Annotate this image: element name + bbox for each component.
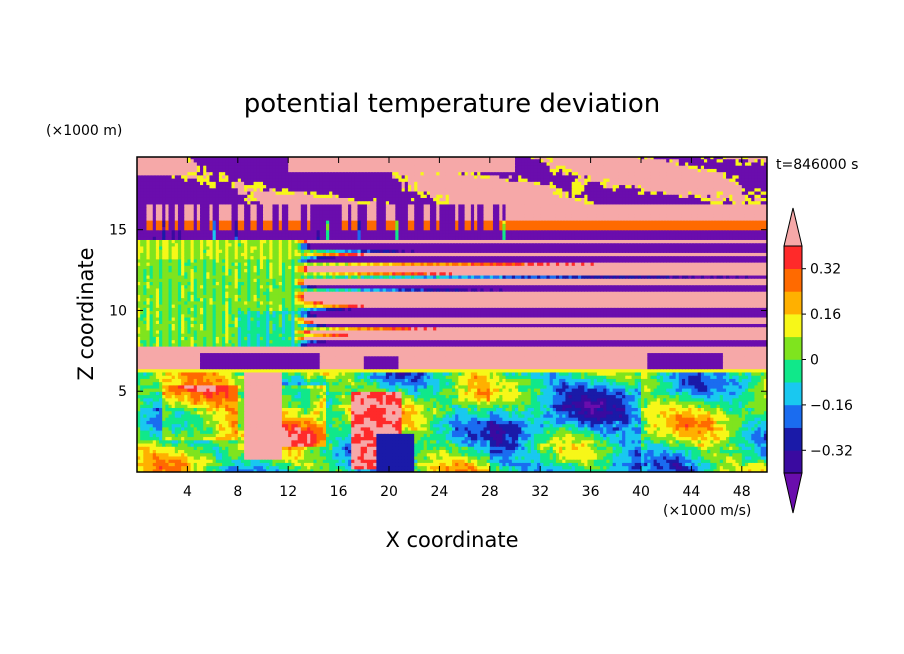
colorbar-bin bbox=[784, 314, 802, 337]
colorbar-bin bbox=[784, 291, 802, 314]
time-label: t=846000 s bbox=[776, 157, 858, 173]
x-tick-label: 16 bbox=[330, 484, 348, 500]
x-tick-label: 44 bbox=[682, 484, 700, 500]
colorbar-bin bbox=[784, 382, 802, 405]
contour-field bbox=[137, 155, 768, 472]
colorbar-bin bbox=[784, 428, 802, 451]
chart-title: potential temperature deviation bbox=[244, 89, 660, 119]
x-tick-label: 12 bbox=[279, 484, 297, 500]
colorbar-tick-label: 0.16 bbox=[810, 307, 841, 323]
x-tick-label: 36 bbox=[582, 484, 600, 500]
x-axis-label: X coordinate bbox=[385, 528, 518, 552]
colorbar-tick-label: −0.16 bbox=[810, 398, 853, 414]
colorbar-tick-label: 0 bbox=[810, 353, 819, 369]
colorbar-tick-label: 0.32 bbox=[810, 262, 841, 278]
colorbar-bin bbox=[784, 246, 802, 269]
colorbar-min-triangle bbox=[784, 473, 802, 513]
colorbar-max-triangle bbox=[784, 208, 802, 246]
y-axis-label: Z coordinate bbox=[74, 247, 98, 380]
y-unit-label: (×1000 m) bbox=[46, 123, 122, 139]
x-tick-label: 24 bbox=[430, 484, 448, 500]
colorbar-bin bbox=[784, 405, 802, 428]
colorbar-bin bbox=[784, 360, 802, 383]
colorbar-bin bbox=[784, 337, 802, 360]
x-tick-label: 28 bbox=[481, 484, 499, 500]
x-tick-label: 40 bbox=[632, 484, 650, 500]
x-tick-label: 48 bbox=[733, 484, 751, 500]
x-tick-label: 32 bbox=[531, 484, 549, 500]
colorbar-tick-label: −0.32 bbox=[810, 443, 853, 459]
x-tick-label: 8 bbox=[233, 484, 242, 500]
colorbar-bin bbox=[784, 450, 802, 473]
x-tick-label: 4 bbox=[183, 484, 192, 500]
y-tick-label: 15 bbox=[109, 223, 127, 239]
x-unit-label: (×1000 m/s) bbox=[663, 503, 751, 519]
colorbar-bin bbox=[784, 269, 802, 292]
x-tick-label: 20 bbox=[380, 484, 398, 500]
y-tick-label: 10 bbox=[109, 303, 127, 319]
colorbar: 0.32 0.16 0 −0.16 −0.32 bbox=[784, 208, 853, 513]
y-tick-label: 5 bbox=[118, 384, 127, 400]
